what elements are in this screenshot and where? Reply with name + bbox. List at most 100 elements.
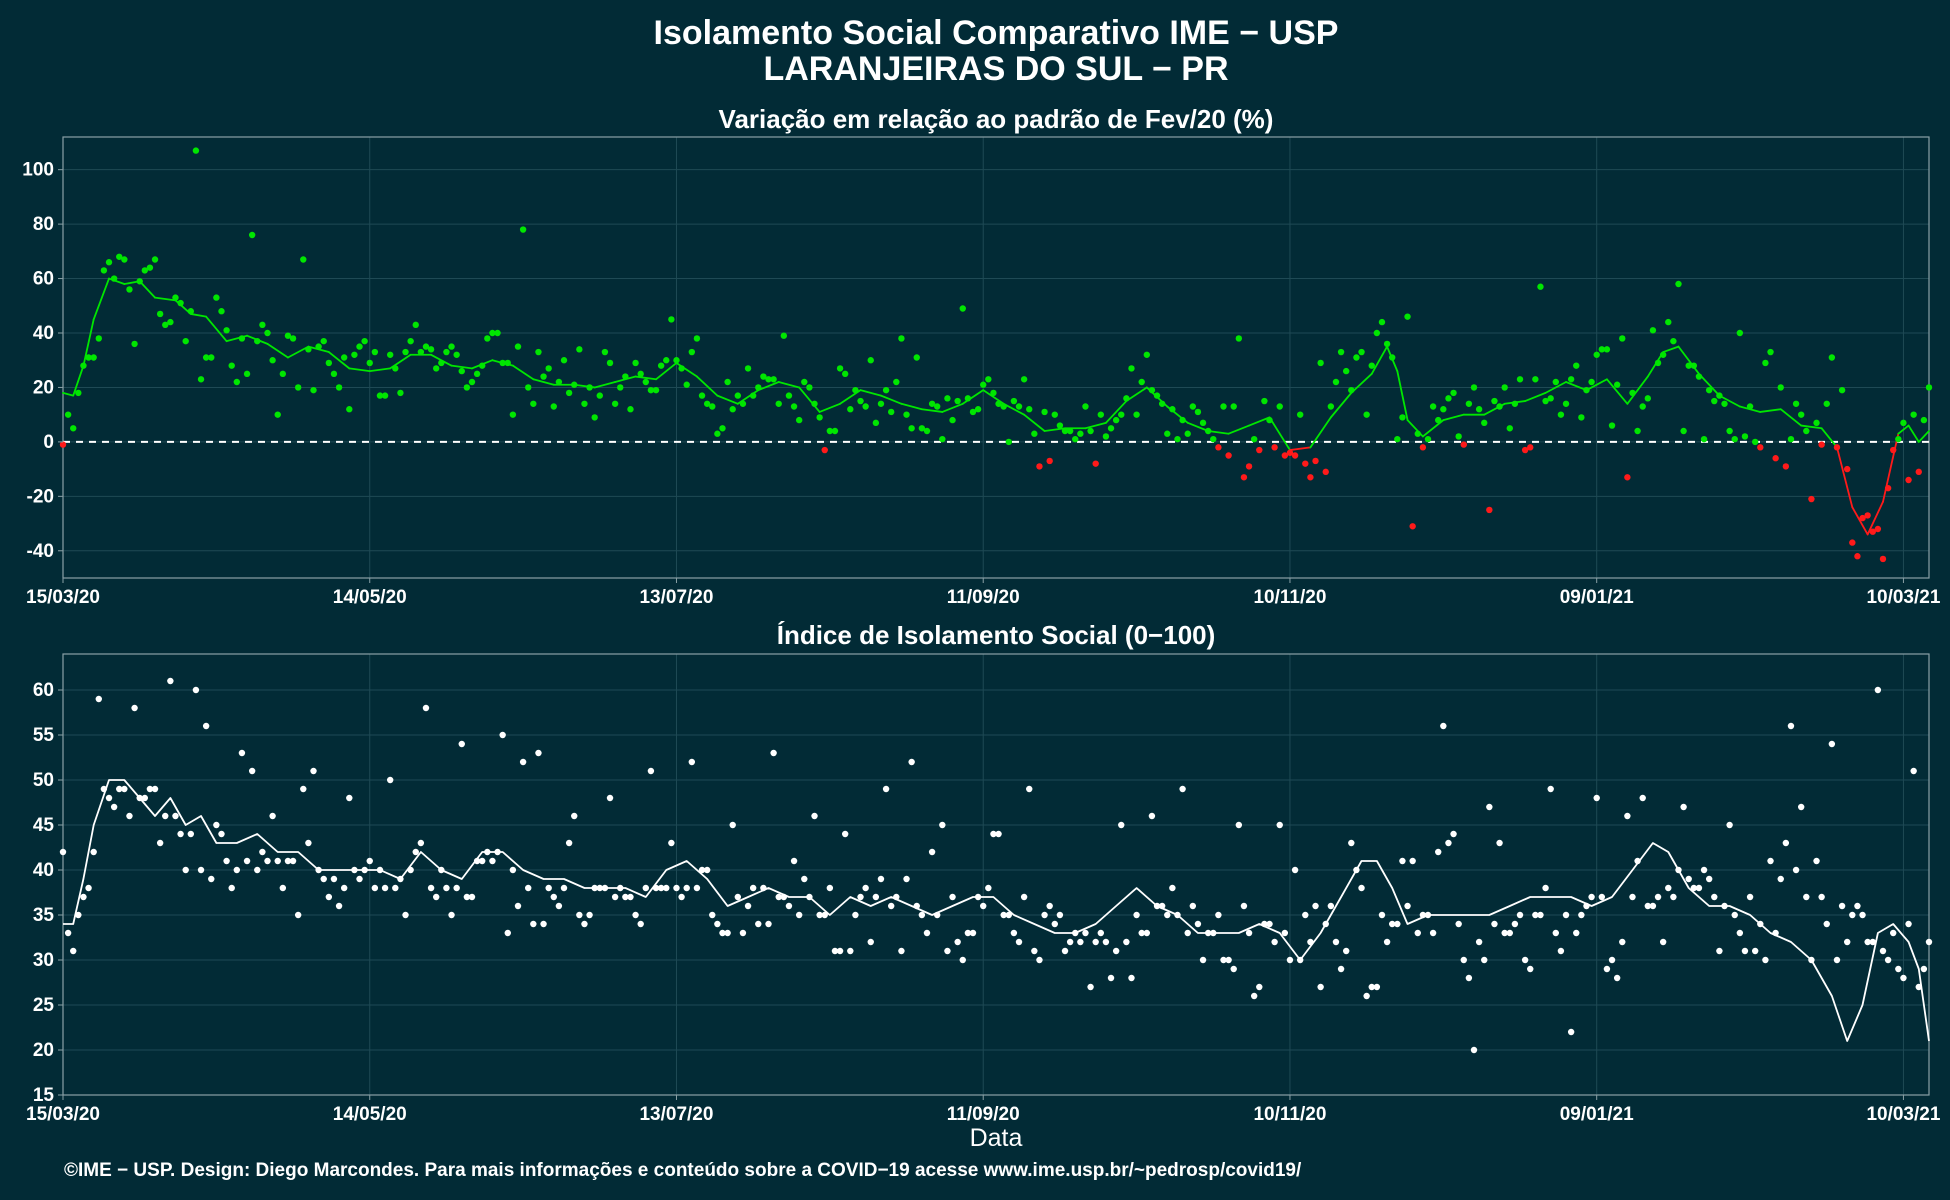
data-point <box>693 335 701 342</box>
data-point <box>1905 920 1912 928</box>
data-point <box>1112 416 1120 424</box>
data-point <box>1567 1028 1575 1036</box>
data-point <box>1675 280 1682 288</box>
trend-line-segment <box>1836 446 1854 509</box>
data-point <box>126 286 133 293</box>
data-point <box>1332 938 1340 946</box>
data-point <box>560 884 568 892</box>
data-point <box>1194 408 1202 416</box>
data-point <box>1107 425 1115 432</box>
data-point <box>698 866 706 874</box>
data-point <box>990 389 997 397</box>
data-point <box>269 357 276 364</box>
data-point <box>1588 378 1595 386</box>
data-point <box>1194 920 1202 928</box>
data-point <box>269 812 276 820</box>
data-point <box>877 400 885 407</box>
data-point <box>1015 403 1023 410</box>
data-point <box>714 920 721 928</box>
data-point <box>1005 911 1012 919</box>
data-point <box>1659 938 1667 946</box>
trend-line-segment <box>1524 391 1547 402</box>
data-point <box>1230 403 1237 410</box>
data-point <box>535 749 542 757</box>
data-point <box>1665 318 1672 326</box>
data-point <box>1844 465 1851 473</box>
data-point <box>1532 911 1539 919</box>
data-point <box>1133 411 1140 418</box>
data-point <box>1598 346 1606 353</box>
data-point <box>1491 920 1498 928</box>
data-point <box>1097 929 1105 937</box>
data-point <box>1204 929 1212 937</box>
data-point <box>335 902 343 910</box>
data-point <box>1235 821 1243 829</box>
data-point <box>545 884 552 892</box>
data-point <box>1164 911 1171 919</box>
data-point <box>734 893 742 901</box>
data-point <box>1465 974 1473 982</box>
data-point <box>427 346 435 353</box>
data-point <box>571 381 578 388</box>
data-point <box>136 278 143 285</box>
data-point <box>622 373 629 380</box>
data-point <box>1823 400 1830 407</box>
data-point <box>1782 463 1790 470</box>
data-point <box>903 875 910 883</box>
data-point <box>228 362 235 369</box>
data-point <box>264 329 271 337</box>
data-point <box>1041 408 1048 416</box>
data-point <box>637 920 644 928</box>
data-point <box>1598 893 1606 901</box>
data-point <box>1000 911 1007 919</box>
data-point <box>836 947 844 955</box>
data-point <box>1348 386 1355 394</box>
data-point <box>1026 406 1033 413</box>
data-point <box>208 354 215 361</box>
data-point <box>427 884 435 892</box>
data-point <box>1649 902 1657 910</box>
data-point <box>928 400 936 407</box>
data-point <box>1363 992 1370 1000</box>
data-point <box>606 794 614 802</box>
data-point <box>632 359 639 367</box>
data-point <box>887 902 895 910</box>
data-point <box>1031 430 1038 437</box>
data-point <box>1573 362 1580 369</box>
data-point <box>540 920 547 928</box>
data-point <box>1583 902 1590 910</box>
data-point <box>1302 911 1309 919</box>
data-point <box>1210 929 1217 937</box>
data-point <box>1261 397 1268 405</box>
data-point <box>1215 911 1222 919</box>
data-point <box>1634 427 1641 435</box>
trend-line-segment <box>92 277 110 321</box>
data-point <box>995 830 1002 838</box>
data-point <box>847 406 854 413</box>
data-point <box>1015 938 1023 946</box>
data-point <box>959 956 966 964</box>
data-point <box>1884 484 1892 492</box>
data-point <box>703 400 711 407</box>
data-point <box>1803 427 1810 435</box>
data-point <box>274 411 281 418</box>
data-point <box>647 767 655 775</box>
data-point <box>1235 335 1243 342</box>
data-point <box>1910 767 1917 775</box>
data-point <box>1440 406 1447 413</box>
data-point <box>279 370 287 378</box>
data-point <box>1818 893 1825 901</box>
data-point <box>949 416 956 424</box>
data-point <box>826 884 834 892</box>
data-point <box>85 354 92 361</box>
y-tick-label: 45 <box>33 815 55 836</box>
data-point <box>1890 929 1897 937</box>
data-point <box>351 866 358 874</box>
data-point <box>1639 794 1646 802</box>
data-point <box>386 776 394 784</box>
data-point <box>954 397 961 405</box>
data-point <box>934 911 941 919</box>
data-point <box>151 256 159 263</box>
data-point <box>310 767 317 775</box>
